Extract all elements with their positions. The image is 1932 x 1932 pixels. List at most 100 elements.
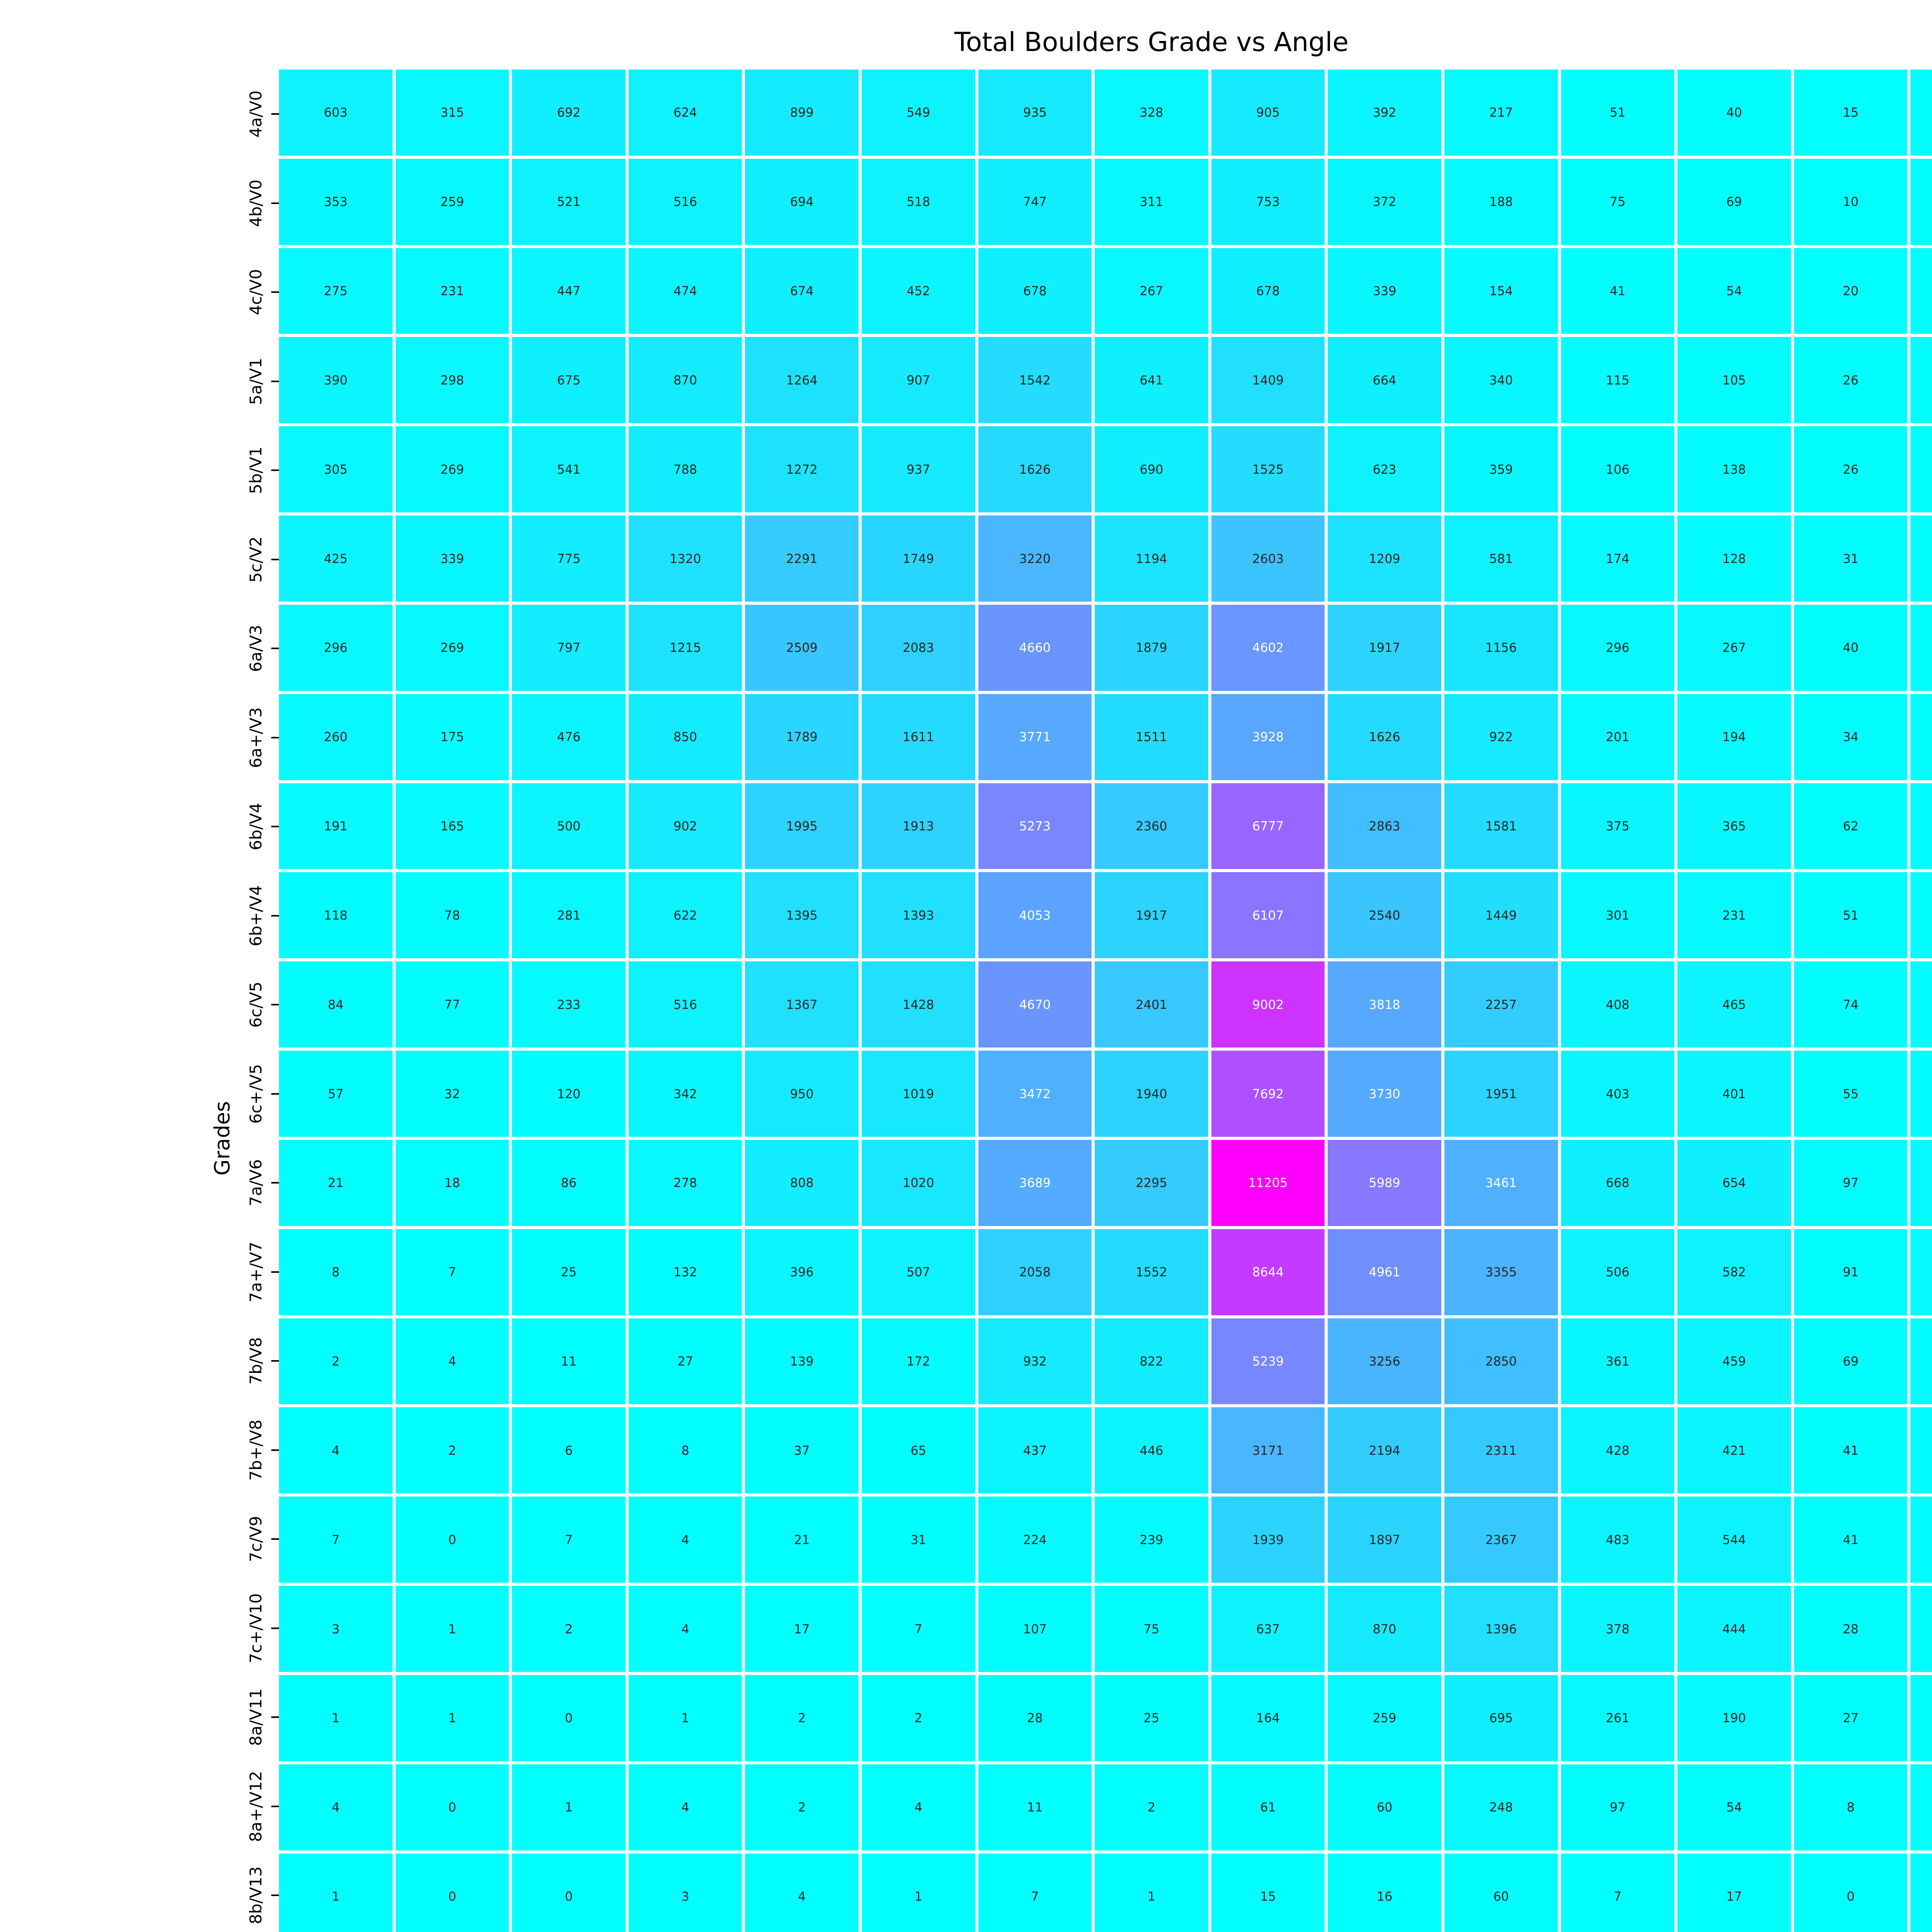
cell-value: 1939 — [1252, 1532, 1284, 1547]
cell-value: 69 — [1726, 194, 1742, 209]
y-tick-mark — [271, 915, 279, 917]
heatmap-cell: 907 — [862, 337, 975, 423]
heatmap-cell: 1449 — [1444, 872, 1558, 959]
heatmap-cell: 2194 — [1328, 1407, 1441, 1494]
heatmap-cell: 5989 — [1328, 1139, 1441, 1226]
cell-value: 138 — [1722, 462, 1746, 477]
cell-value: 11 — [1027, 1800, 1043, 1815]
cell-value: 516 — [673, 997, 697, 1012]
heatmap-cell: 86 — [512, 1139, 626, 1226]
cell-value: 1209 — [1369, 551, 1400, 566]
heatmap-cell: 296 — [279, 604, 393, 691]
cell-value: 2194 — [1369, 1443, 1400, 1458]
cell-value: 41 — [1843, 1443, 1859, 1458]
cell-value: 624 — [673, 105, 697, 120]
heatmap-cell: 54 — [1677, 248, 1791, 334]
cell-value: 296 — [324, 640, 348, 655]
heatmap-cell: 447 — [512, 248, 626, 334]
cell-value: 77 — [444, 997, 460, 1012]
y-tick-mark — [271, 648, 279, 650]
cell-value: 516 — [673, 194, 697, 209]
cell-value: 3461 — [1485, 1175, 1517, 1190]
heatmap-cell: 339 — [395, 515, 509, 602]
heatmap-cell: 582 — [1677, 1229, 1791, 1315]
cell-value: 4670 — [1019, 997, 1051, 1012]
heatmap-cell: 69 — [1794, 1318, 1908, 1405]
heatmap-cell: 2509 — [745, 604, 859, 691]
heatmap-cell: 1264 — [745, 337, 859, 423]
heatmap-cell: 97 — [1561, 1764, 1675, 1850]
heatmap-cell: 4 — [628, 1764, 742, 1850]
heatmap-cell: 3771 — [978, 694, 1092, 780]
cell-value: 340 — [1489, 372, 1513, 388]
y-tick-mark — [271, 1271, 279, 1273]
cell-value: 3 — [332, 1621, 340, 1636]
cell-value: 69 — [1843, 1354, 1859, 1369]
cell-value: 60 — [1376, 1800, 1393, 1815]
heatmap-cell: 77 — [1910, 337, 1932, 423]
heatmap-cell: 139 — [745, 1318, 859, 1405]
heatmap-cell: 674 — [745, 248, 859, 334]
y-tick-mark — [271, 1449, 279, 1451]
y-tick-mark — [271, 826, 279, 828]
heatmap-cell: 1940 — [1095, 1051, 1208, 1137]
cell-value: 4660 — [1019, 640, 1051, 655]
cell-value: 1 — [332, 1711, 340, 1726]
cell-value: 1789 — [786, 730, 818, 745]
cell-value: 26 — [1843, 462, 1859, 477]
cell-value: 41 — [1843, 1532, 1859, 1547]
y-tick-label: 7b+/V8 — [246, 1419, 265, 1481]
cell-value: 905 — [1256, 105, 1280, 120]
cell-value: 3730 — [1369, 1086, 1400, 1101]
cell-value: 40 — [1726, 105, 1742, 120]
heatmap-cell: 15 — [1794, 70, 1908, 156]
cell-value: 175 — [440, 730, 464, 745]
y-tick-mark — [271, 291, 279, 293]
heatmap-cell: 1019 — [862, 1051, 975, 1137]
heatmap-cell: 694 — [745, 158, 859, 245]
cell-value: 6777 — [1252, 819, 1284, 834]
heatmap-cell: 465 — [1677, 961, 1791, 1048]
y-tick-mark — [271, 202, 279, 204]
cell-value: 97 — [1843, 1175, 1859, 1190]
cell-value: 1449 — [1485, 908, 1517, 923]
cell-value: 4 — [681, 1532, 689, 1547]
heatmap-cell: 105 — [1677, 337, 1791, 423]
cell-value: 403 — [1605, 1086, 1629, 1101]
heatmap-cell: 1552 — [1095, 1229, 1208, 1315]
heatmap-cell: 7692 — [1211, 1051, 1325, 1137]
heatmap-cell: 65 — [862, 1407, 975, 1494]
cell-value: 2295 — [1136, 1175, 1167, 1190]
heatmap-cell: 1395 — [745, 872, 859, 959]
heatmap-cell: 1 — [628, 1675, 742, 1761]
cell-value: 3 — [681, 1889, 689, 1904]
cell-value: 6107 — [1252, 908, 1284, 923]
y-tick-mark — [271, 380, 279, 382]
cell-value: 1409 — [1252, 372, 1284, 388]
cell-value: 753 — [1256, 194, 1280, 209]
cell-value: 328 — [1139, 105, 1163, 120]
heatmap-cell: 476 — [512, 694, 626, 780]
cell-value: 7 — [332, 1532, 340, 1547]
heatmap-cell: 188 — [1444, 158, 1558, 245]
cell-value: 390 — [324, 372, 348, 388]
cell-value: 188 — [1489, 194, 1513, 209]
heatmap-cell: 1209 — [1328, 515, 1441, 602]
heatmap-cell: 172 — [862, 1318, 975, 1405]
y-tick-label: 5a/V1 — [246, 357, 265, 405]
heatmap-cell: 75 — [1561, 158, 1675, 245]
heatmap-cell: 4 — [745, 1853, 859, 1932]
heatmap-cell: 191 — [279, 783, 393, 869]
heatmap-cell: 1 — [279, 1853, 393, 1932]
heatmap-cell: 208 — [1910, 1139, 1932, 1226]
heatmap-cell: 41 — [1794, 1497, 1908, 1583]
cell-value: 622 — [673, 908, 697, 923]
cell-value: 654 — [1722, 1175, 1746, 1190]
cell-value: 27 — [1843, 1711, 1859, 1726]
heatmap-cell: 935 — [978, 70, 1092, 156]
cell-value: 51 — [1843, 908, 1859, 923]
heatmap-cell: 2 — [395, 1407, 509, 1494]
heatmap-cell: 870 — [1328, 1586, 1441, 1672]
cell-value: 120 — [557, 1086, 581, 1101]
cell-value: 107 — [1023, 1621, 1047, 1636]
